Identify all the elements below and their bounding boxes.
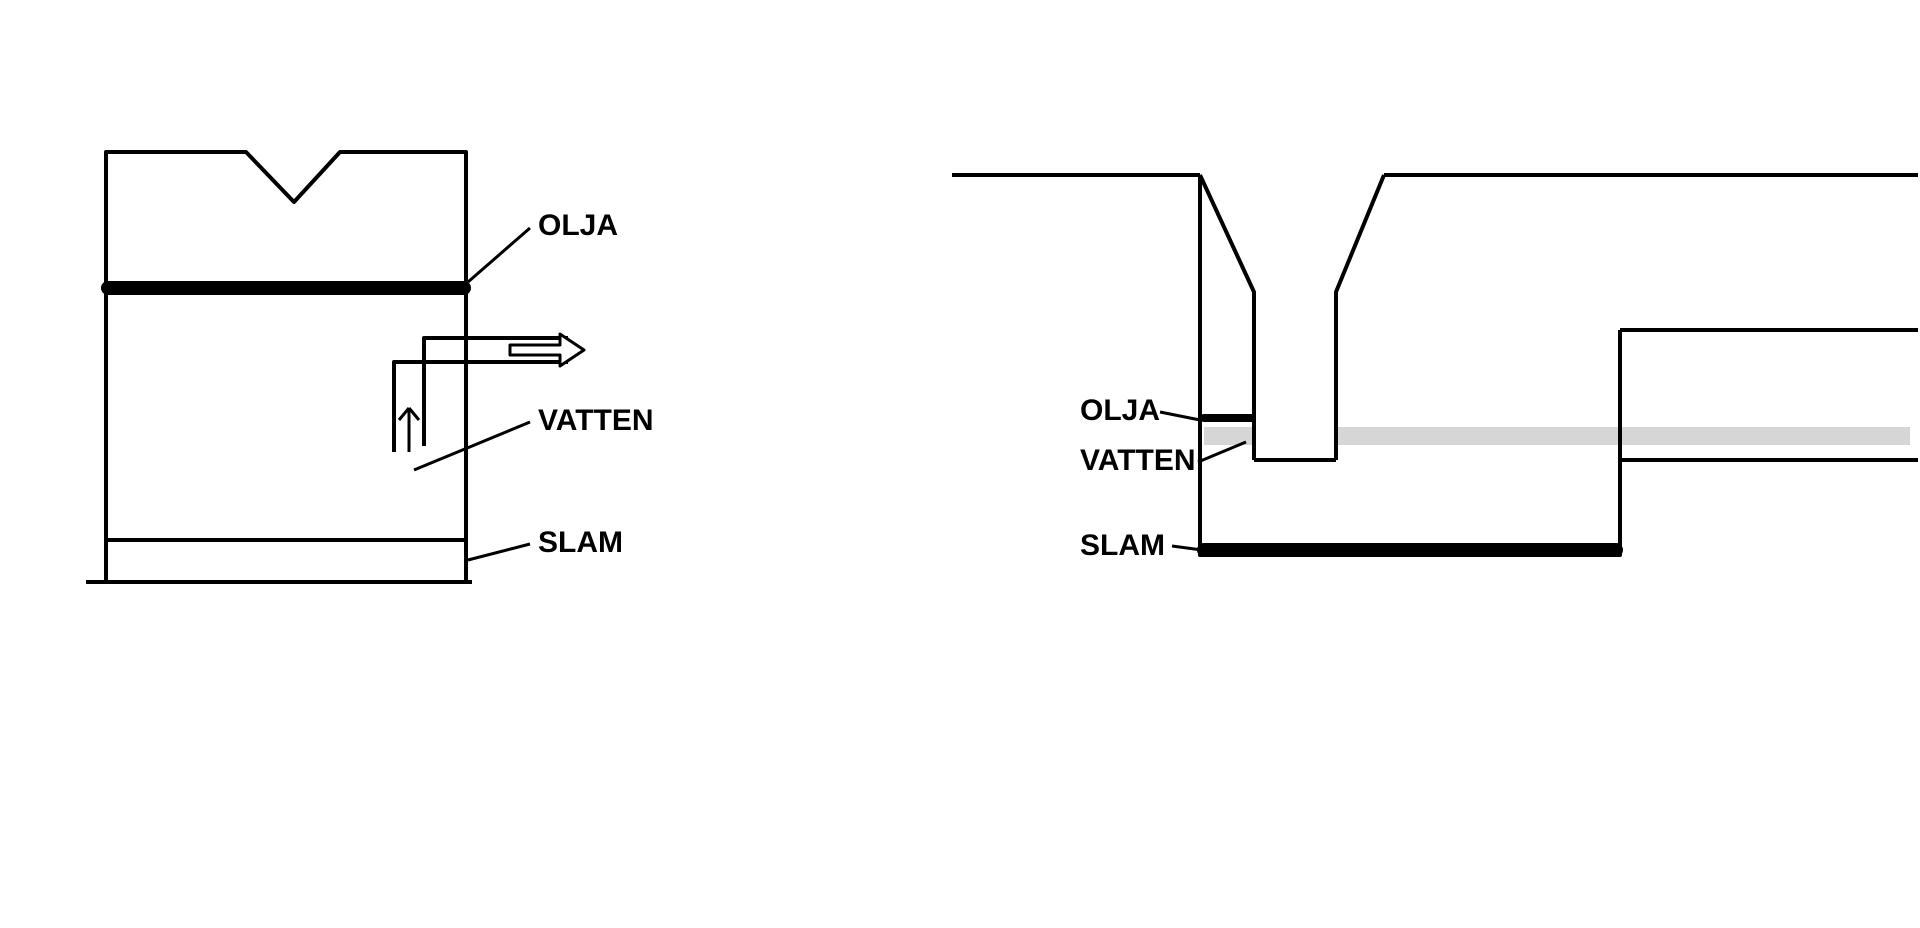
left-label-olja: OLJA (538, 209, 618, 242)
left-leader-olja (468, 228, 530, 282)
left-label-slam: SLAM (538, 526, 623, 559)
right-funnel-right (1336, 175, 1384, 460)
left-tank-outline (106, 152, 466, 582)
right-leader-slam (1172, 546, 1202, 550)
right-water-band-mask (1256, 425, 1334, 447)
right-label-vatten: VATTEN (1080, 444, 1196, 477)
right-label-slam: SLAM (1080, 529, 1165, 562)
right-leader-olja (1160, 412, 1200, 420)
right-basin-lower (1200, 175, 1620, 555)
left-leader-slam (468, 544, 530, 560)
right-label-olja: OLJA (1080, 394, 1160, 427)
left-label-vatten: VATTEN (538, 404, 654, 437)
left-leader-vatten (414, 422, 530, 470)
